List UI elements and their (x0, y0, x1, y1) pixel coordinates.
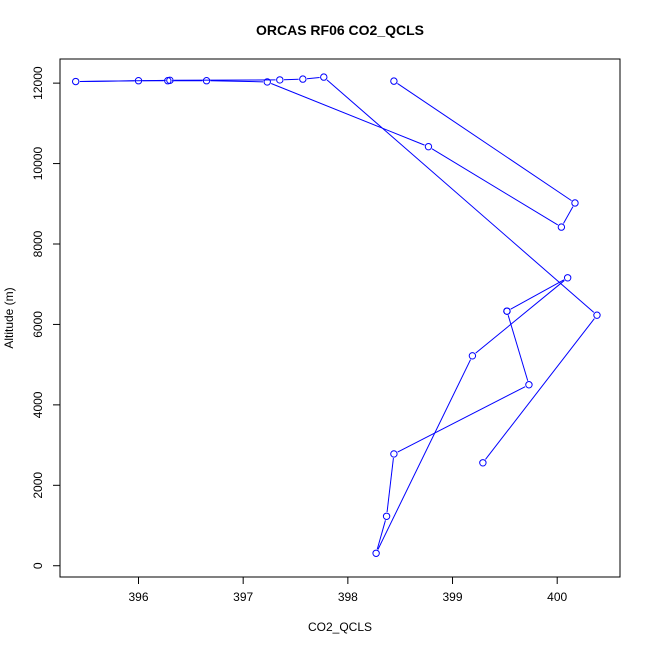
series-1-segment (210, 80, 264, 83)
y-tick-label: 12000 (31, 66, 45, 100)
series-1-point (166, 76, 174, 85)
series-2-segment (397, 386, 526, 453)
series-2-segment (376, 520, 386, 550)
series-1-point (390, 77, 398, 85)
y-tick-label: 4000 (31, 391, 45, 418)
series-1-point (276, 76, 284, 84)
series-1-point (424, 142, 433, 151)
series-1-segment (431, 148, 559, 226)
x-tick-label: 400 (547, 590, 567, 604)
series-1-point (571, 199, 579, 207)
series-1-segment (79, 79, 166, 82)
series-1-point (593, 311, 601, 319)
series-1-point (263, 78, 271, 86)
series-1-segment (283, 78, 299, 81)
y-axis: 0 2000 4000 6000 8000 10000 12000 (31, 66, 61, 569)
plot-frame (59, 58, 621, 578)
series-2-segment (386, 458, 394, 513)
y-tick-label: 10000 (31, 147, 45, 181)
y-tick-label: 8000 (31, 230, 45, 257)
x-axis: 396 397 398 399 400 (128, 576, 568, 604)
x-tick-label: 399 (443, 590, 463, 604)
x-tick-label: 397 (233, 590, 253, 604)
series-2-point (468, 352, 477, 360)
series-2-point (382, 512, 391, 520)
series-2-segment (510, 279, 565, 310)
x-axis-label: CO2_QCLS (308, 620, 372, 634)
series-1-segment (270, 83, 425, 146)
x-tick-label: 396 (128, 590, 148, 604)
series-2-segment (507, 315, 529, 381)
chart-title: ORCAS RF06 CO2_QCLS (256, 22, 424, 38)
y-tick-label: 0 (31, 562, 45, 569)
series-1-segment (563, 206, 574, 224)
series-layer (72, 73, 601, 557)
series-2-point (563, 274, 572, 282)
y-tick-label: 6000 (31, 311, 45, 338)
y-axis-label: Altitude (m) (2, 287, 16, 348)
series-1-segment (485, 318, 595, 460)
series-1-segment (306, 77, 320, 80)
series-2-point (503, 307, 511, 315)
series-1-point (202, 77, 211, 85)
series-1-point (134, 77, 143, 85)
series-2-segment (377, 359, 472, 550)
series-2-point (525, 381, 533, 389)
y-tick-label: 2000 (31, 472, 45, 499)
series-1-point (299, 75, 307, 83)
series-1-point (320, 73, 328, 81)
series-1-point (72, 77, 80, 86)
x-tick-label: 398 (338, 590, 358, 604)
series-2-point (390, 450, 398, 458)
series-1-point (557, 223, 566, 231)
series-1-point (479, 459, 487, 467)
series-2-segment (475, 280, 565, 354)
series-1-segment (397, 83, 572, 202)
series-2-point (372, 549, 380, 557)
series-1-segment (326, 79, 595, 313)
